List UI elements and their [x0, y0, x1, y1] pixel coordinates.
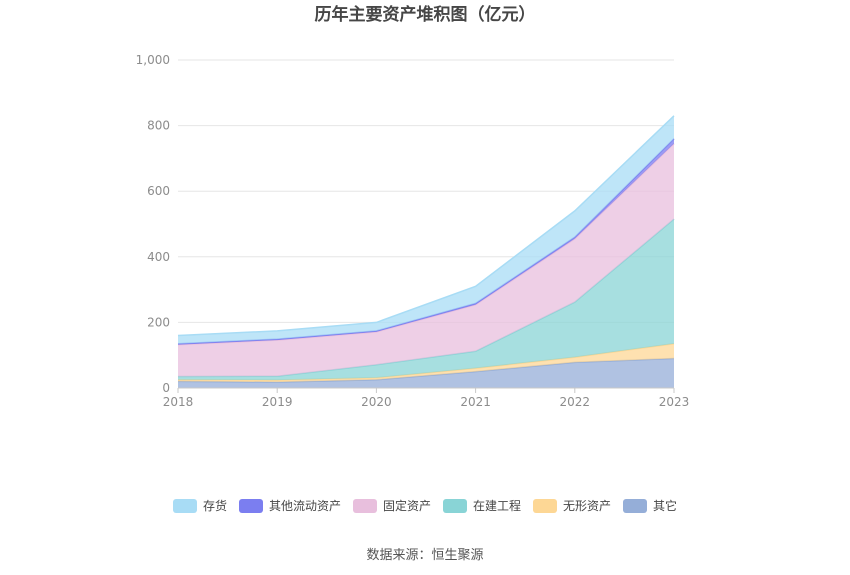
- x-tick-label: 2022: [560, 395, 591, 409]
- legend-swatch: [533, 499, 557, 513]
- y-axis: 0 200 400 600 800 1,000: [136, 53, 170, 395]
- legend-item[interactable]: 其他流动资产: [239, 499, 341, 513]
- y-tick-label: 1,000: [136, 53, 170, 67]
- area-line-存货: [177, 115, 675, 337]
- legend-swatch: [623, 499, 647, 513]
- legend-swatch: [353, 499, 377, 513]
- x-tick-label: 2023: [659, 395, 690, 409]
- legend-swatch: [443, 499, 467, 513]
- y-tick-label: 200: [147, 315, 170, 329]
- area-存货: [178, 115, 674, 344]
- legend-swatch: [173, 499, 197, 513]
- area-固定资产: [178, 143, 674, 377]
- legend-label: 存货: [203, 498, 227, 513]
- legend-swatch: [239, 499, 263, 513]
- legend-item[interactable]: 存货: [173, 498, 227, 513]
- x-axis: 2018 2019 2020 2021 2022 2023: [163, 387, 690, 409]
- area-line-其它: [177, 357, 675, 383]
- area-series: [177, 115, 675, 388]
- x-tick-label: 2019: [262, 395, 293, 409]
- area-在建工程: [178, 219, 674, 381]
- legend-item[interactable]: 在建工程: [443, 498, 521, 513]
- y-tick-label: 400: [147, 250, 170, 264]
- legend-item[interactable]: 固定资产: [353, 498, 431, 513]
- x-tick-label: 2020: [361, 395, 392, 409]
- legend: 存货 其他流动资产 固定资产 在建工程 无形资产 其它: [173, 498, 677, 513]
- x-tick-label: 2018: [163, 395, 194, 409]
- y-tick-label: 800: [147, 119, 170, 133]
- legend-label: 无形资产: [563, 499, 611, 513]
- legend-item[interactable]: 其它: [623, 498, 677, 513]
- legend-item[interactable]: 无形资产: [533, 499, 611, 513]
- y-tick-label: 600: [147, 184, 170, 198]
- legend-label: 其他流动资产: [269, 499, 341, 513]
- legend-label: 在建工程: [473, 498, 521, 513]
- legend-label: 其它: [653, 498, 677, 513]
- chart-title: 历年主要资产堆积图（亿元）: [315, 4, 536, 25]
- y-tick-label: 0: [162, 381, 170, 395]
- source-label: 数据来源：恒生聚源: [366, 548, 483, 563]
- x-tick-label: 2021: [460, 395, 491, 409]
- legend-label: 固定资产: [383, 498, 431, 513]
- area-无形资产: [178, 343, 674, 383]
- area-其它: [178, 358, 674, 388]
